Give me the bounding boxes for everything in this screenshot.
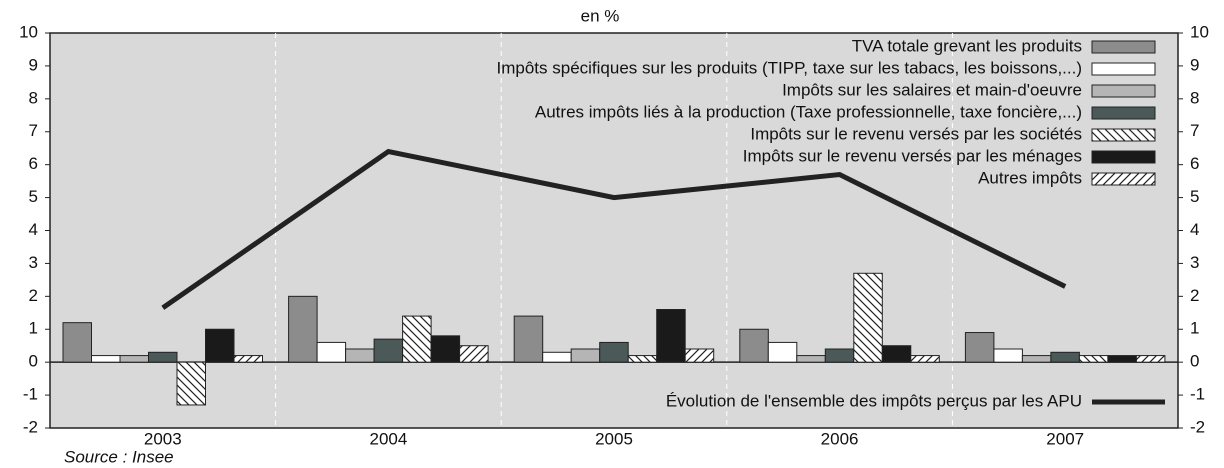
y2-tick-label: 4	[1190, 220, 1199, 239]
legend-swatch	[1091, 62, 1156, 76]
bar	[148, 351, 178, 363]
bar	[684, 348, 715, 363]
bar	[513, 315, 544, 363]
y-tick-label: 1	[29, 319, 38, 338]
legend-swatch	[1091, 172, 1156, 186]
y2-tick-label: 2	[1190, 286, 1199, 305]
chart-title: en %	[581, 6, 620, 25]
legend-swatch	[1091, 40, 1156, 54]
bar	[62, 322, 92, 363]
bar	[1050, 351, 1080, 363]
bar	[1135, 355, 1166, 363]
legend-label: Autres impôts liés à la production (Taxe…	[535, 102, 1082, 121]
bar	[964, 332, 995, 363]
bar	[176, 361, 206, 406]
bar	[739, 328, 769, 363]
legend-swatch	[1091, 106, 1156, 120]
legend-label: TVA totale grevant les produits	[852, 36, 1082, 55]
y-tick-label: -2	[23, 417, 38, 436]
y-tick-label: 5	[29, 187, 38, 206]
legend-label: Impôts sur les salaires et main-d'oeuvre	[782, 80, 1082, 99]
bar	[599, 341, 629, 363]
x-tick-label: 2005	[595, 429, 633, 448]
y-tick-label: -1	[23, 385, 38, 404]
y2-tick-label: 5	[1190, 187, 1199, 206]
y2-tick-label: 0	[1190, 352, 1199, 371]
bar	[1078, 355, 1109, 363]
bar	[459, 345, 489, 363]
bar	[796, 355, 826, 363]
bar	[910, 355, 940, 363]
y-tick-label: 8	[29, 88, 38, 107]
legend-label: Évolution de l'ensemble des impôts perçu…	[666, 391, 1082, 410]
legend-label: Impôts sur le revenu versés par les soci…	[750, 124, 1082, 143]
bar	[993, 348, 1023, 363]
y-tick-label: 6	[29, 154, 38, 173]
x-tick-label: 2006	[821, 429, 859, 448]
bar	[402, 315, 432, 363]
y2-tick-label: 9	[1190, 55, 1199, 74]
x-tick-label: 2003	[144, 429, 182, 448]
y-tick-label: 10	[19, 22, 38, 41]
bar	[881, 345, 912, 363]
y2-tick-label: -2	[1190, 417, 1205, 436]
x-tick-label: 2004	[369, 429, 407, 448]
legend-label: Autres impôts	[978, 168, 1082, 187]
bar	[824, 348, 855, 363]
bar	[430, 335, 461, 363]
bar	[288, 295, 318, 363]
legend-swatch	[1091, 150, 1156, 164]
y-tick-label: 7	[29, 121, 38, 140]
legend-label: Impôts spécifiques sur les produits (TIP…	[497, 58, 1083, 77]
y-tick-label: 3	[29, 253, 38, 272]
bar	[205, 328, 235, 363]
y2-tick-label: 1	[1190, 319, 1199, 338]
bar	[627, 355, 658, 363]
y-tick-label: 2	[29, 286, 38, 305]
y2-tick-label: 7	[1190, 121, 1199, 140]
source: Source : Insee	[64, 447, 174, 466]
y2-tick-label: 10	[1190, 22, 1209, 41]
y2-tick-label: -1	[1190, 385, 1205, 404]
bar	[91, 355, 121, 363]
bar	[767, 341, 798, 363]
y-tick-label: 9	[29, 55, 38, 74]
y-tick-label: 4	[29, 220, 38, 239]
y2-tick-label: 3	[1190, 253, 1199, 272]
bar	[316, 341, 347, 363]
legend-swatch	[1091, 84, 1156, 98]
bar	[656, 309, 686, 363]
line	[161, 148, 1067, 310]
bar	[1021, 355, 1052, 363]
legend-swatch	[1091, 128, 1156, 142]
bar	[1107, 355, 1137, 363]
bar	[233, 355, 263, 363]
y2-tick-label: 8	[1190, 88, 1199, 107]
y-tick-label: 0	[29, 352, 38, 371]
bar	[542, 351, 572, 363]
legend-label: Impôts sur le revenu versés par les ména…	[743, 146, 1082, 165]
bar	[345, 348, 375, 363]
bar	[119, 355, 149, 363]
y2-tick-label: 6	[1190, 154, 1199, 173]
x-tick-label: 2007	[1046, 429, 1084, 448]
bar	[373, 338, 404, 363]
bar	[570, 348, 601, 363]
bar	[853, 272, 883, 363]
